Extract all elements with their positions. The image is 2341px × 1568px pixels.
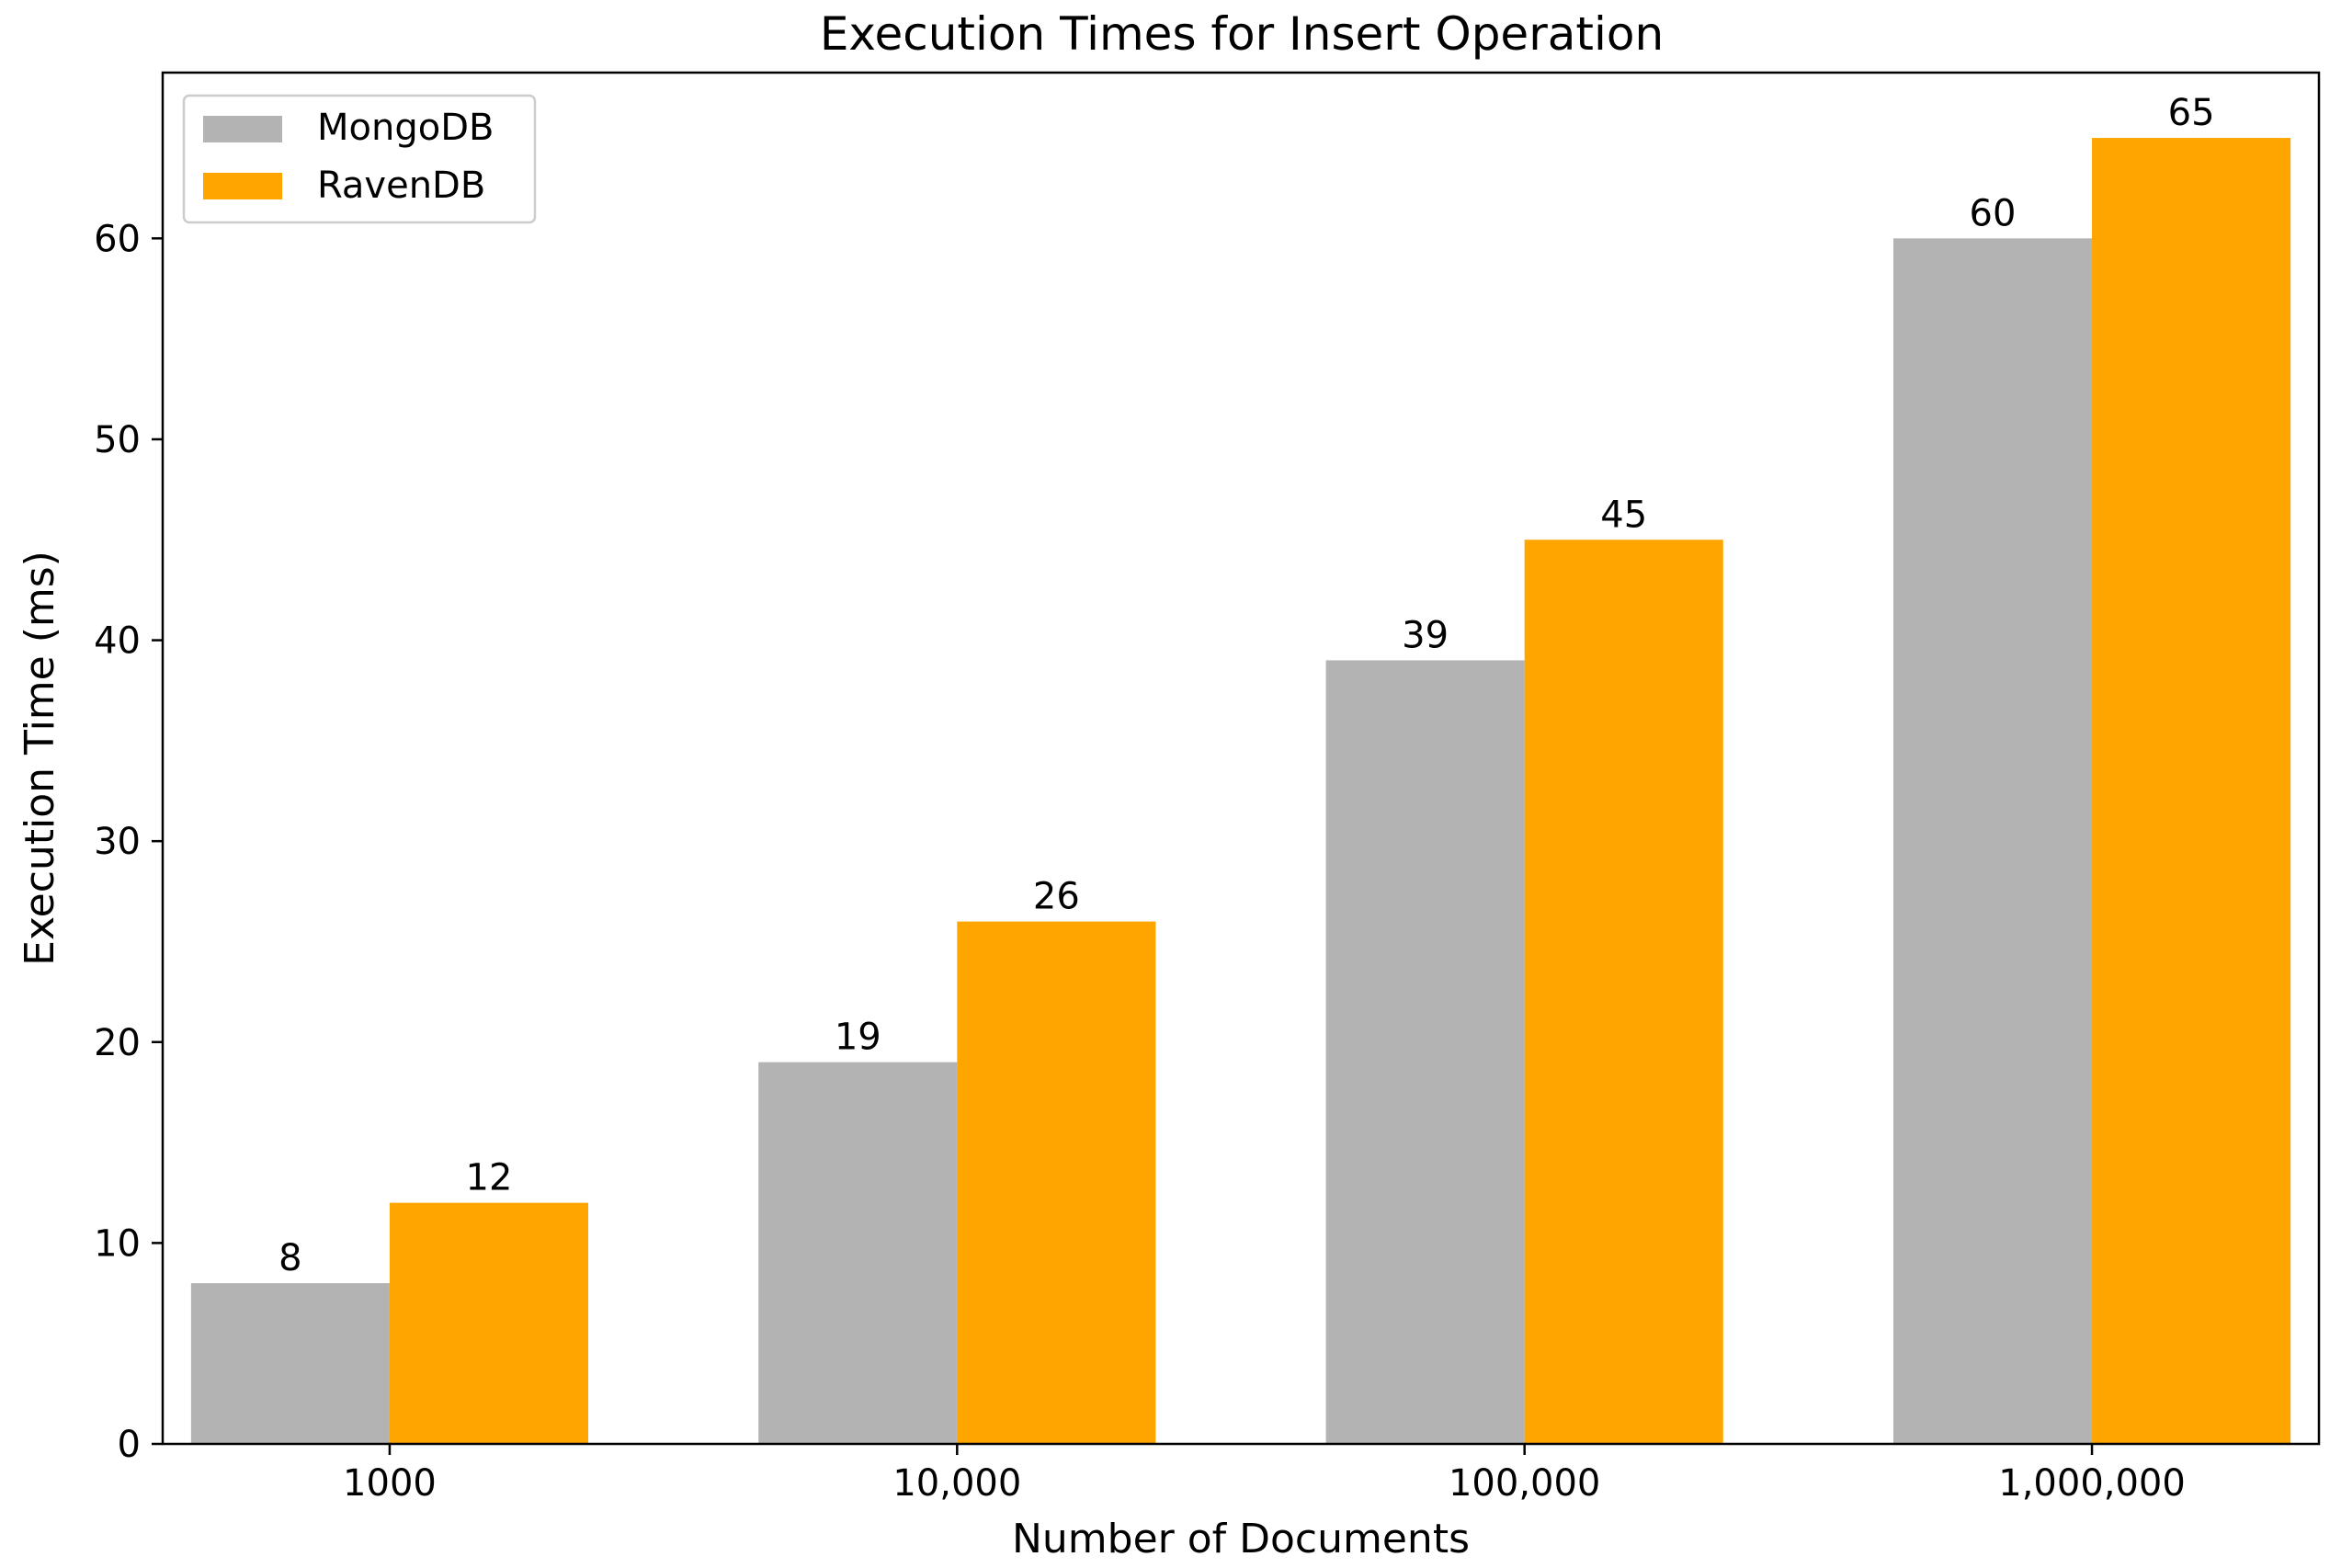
y-tick-label-30: 30 (94, 821, 141, 863)
y-tick-label-10: 10 (94, 1222, 141, 1265)
y-axis-label: Execution Time (ms) (17, 551, 63, 966)
legend-label-ravendb: RavenDB (317, 165, 485, 207)
x-tick-label-1-000-000: 1,000,000 (1998, 1462, 2186, 1505)
bar-ravendb-10-000 (957, 921, 1156, 1444)
data-label-ravendb-10-000: 26 (1033, 876, 1080, 918)
y-tick-label-0: 0 (118, 1424, 141, 1466)
x-tick-label-1000: 1000 (343, 1462, 437, 1505)
data-label-mongodb-1000: 8 (278, 1237, 301, 1279)
bar-mongodb-100-000 (1325, 660, 1525, 1444)
legend-swatch-mongodb (203, 116, 282, 142)
plot-frame (161, 71, 2321, 1446)
data-label-ravendb-1000: 12 (466, 1157, 513, 1199)
data-label-mongodb-10-000: 19 (835, 1017, 881, 1059)
x-axis-label: Number of Documents (1012, 1516, 1470, 1562)
legend: MongoDB RavenDB (182, 94, 537, 224)
legend-label-mongodb: MongoDB (317, 107, 494, 149)
chart-title: Execution Times for Insert Operation (820, 7, 1664, 61)
bar-mongodb-1-000-000 (1892, 238, 2093, 1445)
legend-swatch-ravendb (203, 173, 282, 199)
plot-area: 8 19 39 60 12 26 45 65 1000 10,000 100,000 1,000,00… (94, 92, 2291, 1505)
data-label-mongodb-1-000-000: 60 (1970, 192, 2017, 234)
y-tick-label-40: 40 (94, 620, 141, 663)
bar-mongodb-1000 (190, 1283, 390, 1444)
data-label-mongodb-100-000: 39 (1402, 614, 1449, 656)
data-label-ravendb-1-000-000: 65 (2168, 92, 2215, 134)
x-tick-label-100-000: 100,000 (1449, 1462, 1600, 1505)
bar-mongodb-10-000 (758, 1062, 958, 1444)
y-tick-label-50: 50 (94, 419, 141, 461)
x-tick-label-10-000: 10,000 (892, 1462, 1021, 1505)
y-tick-label-20: 20 (94, 1022, 141, 1064)
y-tick-label-60: 60 (94, 218, 141, 260)
bar-ravendb-1000 (389, 1202, 589, 1444)
bar-ravendb-1-000-000 (2092, 138, 2291, 1444)
bar-ravendb-100-000 (1524, 540, 1723, 1444)
data-label-ravendb-100-000: 45 (1600, 494, 1647, 536)
